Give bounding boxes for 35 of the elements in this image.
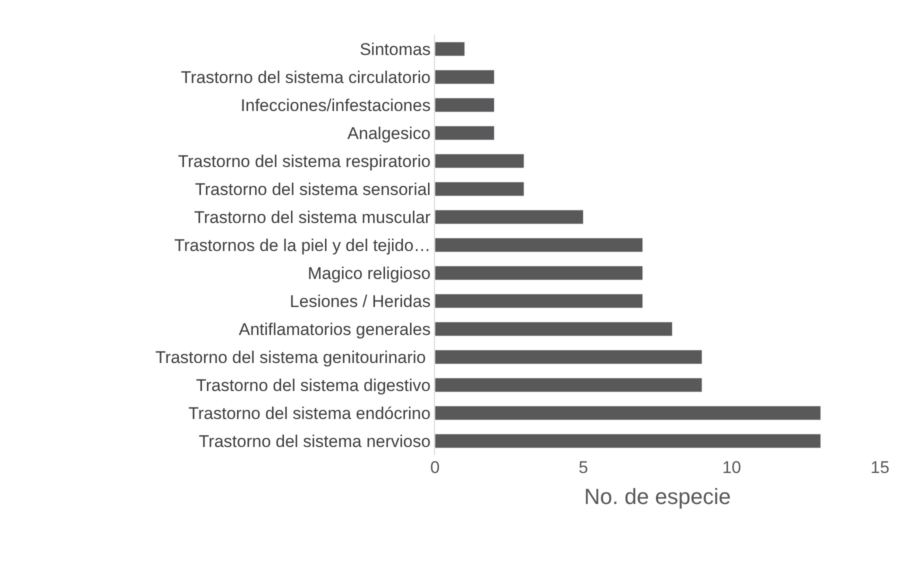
bar	[435, 42, 465, 56]
y-tick-label: Trastorno del sistema circulatorio	[180, 68, 431, 87]
bar	[435, 266, 643, 280]
y-tick-label: Analgesico	[347, 124, 431, 143]
y-tick-label: Trastorno del sistema digestivo	[196, 376, 431, 395]
bar	[435, 378, 702, 392]
bar	[435, 294, 643, 308]
y-tick-label: Sintomas	[360, 40, 431, 59]
x-tick-label: 0	[430, 458, 440, 477]
x-tick-label: 15	[870, 458, 890, 477]
bar	[435, 434, 821, 448]
x-tick-label: 5	[578, 458, 588, 477]
bar	[435, 350, 702, 364]
x-tick-label: 10	[722, 458, 742, 477]
bar	[435, 70, 495, 84]
bar	[435, 154, 524, 168]
bar	[435, 406, 821, 420]
y-tick-label: Lesiones / Heridas	[290, 292, 431, 311]
y-tick-label: Magico religioso	[308, 264, 431, 283]
y-tick-label: Trastorno del sistema respiratorio	[178, 152, 431, 171]
y-tick-label: Trastorno del sistema muscular	[194, 208, 431, 227]
bar	[435, 322, 673, 336]
y-tick-label: Infecciones/infestaciones	[240, 96, 431, 115]
x-axis-title: No. de especie	[584, 484, 731, 509]
y-tick-label: Trastorno del sistema endócrino	[188, 404, 431, 423]
bar	[435, 238, 643, 252]
y-tick-label: Trastorno del sistema sensorial	[195, 180, 431, 199]
y-tick-label: Trastorno del sistema nervioso	[198, 432, 431, 451]
bar	[435, 210, 584, 224]
y-tick-label: Trastornos de la piel y del tejido…	[174, 236, 431, 255]
bar	[435, 126, 495, 140]
bar	[435, 182, 524, 196]
y-tick-label: Trastorno del sistema genitourinario	[155, 348, 431, 367]
bar	[435, 98, 495, 112]
y-tick-label: Antiflamatorios generales	[238, 320, 431, 339]
